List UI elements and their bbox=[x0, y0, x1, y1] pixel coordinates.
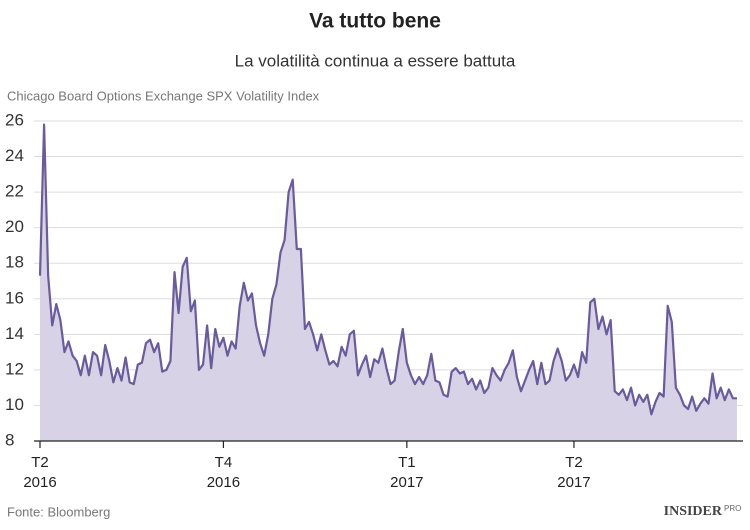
area bbox=[40, 124, 737, 441]
chart-subtitle: La volatilità continua a essere battuta bbox=[235, 51, 516, 70]
y-tick-label: 16 bbox=[5, 288, 24, 307]
line bbox=[38, 123, 737, 416]
source: Fonte: Bloomberg bbox=[7, 504, 110, 519]
logo: INSIDER bbox=[664, 504, 723, 519]
y-tick-label: 12 bbox=[5, 359, 24, 378]
y-tick-label: 22 bbox=[5, 182, 24, 201]
x-tick-label-line: 2016 bbox=[23, 474, 56, 491]
x-tick-label-line: 2017 bbox=[557, 474, 590, 491]
y-tick-label: 8 bbox=[5, 430, 14, 449]
x-tick-label-line: 2016 bbox=[207, 474, 240, 491]
y-tick-label: 24 bbox=[5, 146, 24, 165]
x-tick-label: T2 2016 bbox=[23, 454, 56, 491]
y-axis-label: Chicago Board Options Exchange SPX Volat… bbox=[7, 88, 320, 103]
x-tick-label-line: T4 bbox=[215, 454, 233, 471]
x-tick-label: T2 2017 bbox=[557, 454, 590, 491]
x-tick-label: T1 2017 bbox=[390, 454, 423, 491]
x-tick-label-line: T2 bbox=[31, 454, 49, 471]
y-tick-label: 18 bbox=[5, 253, 24, 272]
y-tick-label: 26 bbox=[5, 110, 24, 129]
y-tick-label: 20 bbox=[5, 217, 24, 236]
y-tick-label: 10 bbox=[5, 395, 24, 414]
x-tick-label-line: 2017 bbox=[390, 474, 423, 491]
x-tick-label-line: T1 bbox=[398, 454, 416, 471]
logo-sub: PRO bbox=[724, 504, 741, 513]
x-tick-label: T4 2016 bbox=[207, 454, 240, 491]
y-tick-label: 14 bbox=[5, 324, 24, 343]
chart-title: Va tutto bene bbox=[309, 10, 441, 33]
x-tick-label-line: T2 bbox=[565, 454, 583, 471]
